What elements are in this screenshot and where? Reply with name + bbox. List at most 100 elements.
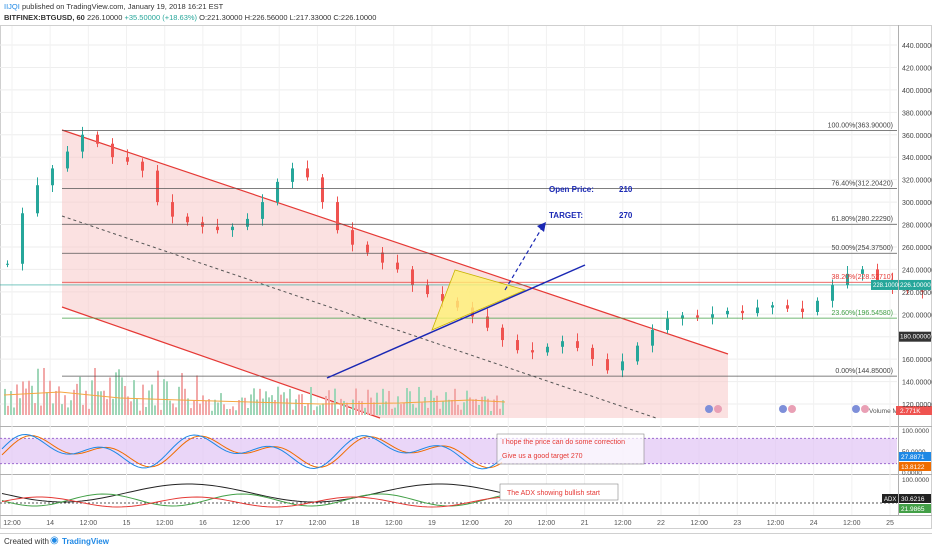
open-price-label: Open Price: (549, 185, 594, 194)
volume-bar (34, 403, 36, 415)
footer: Created with ◉ TradingView (0, 533, 932, 550)
volume-bar (97, 391, 99, 415)
volume-bar (304, 405, 306, 415)
volume-bar (61, 404, 63, 415)
volume-bar (127, 396, 129, 415)
event-marker-icon (861, 405, 869, 413)
tradingview-logo-icon: ◉ (50, 535, 59, 546)
time-tick-label: 19 (428, 520, 436, 527)
time-tick-label: 12:00 (843, 520, 861, 527)
volume-bar (403, 402, 405, 415)
candle-body (561, 341, 564, 347)
volume-bar (70, 400, 72, 415)
volume-bar (190, 408, 192, 415)
volume-bar (178, 386, 180, 415)
volume-bar (163, 379, 165, 415)
candle-body (381, 252, 384, 263)
volume-bar (478, 404, 480, 415)
time-tick-label: 12:00 (156, 520, 174, 527)
volume-bar (481, 396, 483, 415)
price-tick-label: 140.00000 (902, 380, 932, 387)
price-axis: 440.00000 420.00000 400.00000 380.00000 360.… (871, 43, 932, 513)
time-tick-label: 12:00 (614, 520, 632, 527)
volume-bar (289, 388, 291, 415)
volume-bar (268, 397, 270, 415)
volume-bar (64, 395, 66, 415)
volume-bar (73, 389, 75, 415)
candle-body (411, 269, 414, 286)
volume-bar (328, 390, 330, 415)
volume-bar (262, 398, 264, 415)
candle-body (681, 315, 684, 319)
candle-body (651, 329, 654, 346)
stoch-d-line (1, 435, 503, 469)
created-with-label: Created with (4, 537, 49, 546)
stoch-d-tag-bg (899, 462, 931, 471)
volume-bar (448, 399, 450, 415)
volume-bar (205, 400, 207, 415)
candle-body (246, 218, 249, 227)
volume-bar (55, 390, 57, 415)
volume-bar (469, 397, 471, 415)
adx-note: The ADX showing bullish start (507, 490, 600, 497)
adx-line (1, 483, 503, 503)
price-tick-label: 400.00000 (902, 88, 932, 95)
volume-bar (244, 397, 246, 415)
last-price: 226.10000 (86, 13, 123, 22)
volume-bar (424, 397, 426, 415)
author-link[interactable]: IIJQI (4, 2, 20, 11)
volume-bar (286, 398, 288, 415)
candle-body (336, 202, 339, 231)
price-tick-label: 220.00000 (902, 290, 932, 297)
volume-bar (346, 402, 348, 415)
candle-body (606, 359, 609, 371)
volume-bar (199, 403, 201, 415)
candle-body (366, 244, 369, 253)
volume-bar (436, 395, 438, 415)
time-tick-label: 12:00 (690, 520, 708, 527)
volume-bar (112, 398, 114, 415)
volume-bar (412, 404, 414, 415)
volume-bar (397, 396, 399, 415)
price-tick-label: 160.00000 (902, 357, 932, 364)
candle-body (846, 273, 849, 286)
volume-bar (349, 409, 351, 415)
volume-bar (175, 407, 177, 415)
volume-bar (196, 375, 198, 415)
candle-body (426, 285, 429, 295)
volume-bar (256, 399, 258, 415)
volume-bar (94, 368, 96, 415)
volume-bar (235, 410, 237, 415)
volume-bar (325, 396, 327, 415)
candle-body (741, 310, 744, 314)
fib-level-label: 76.40%(312.20420) (832, 180, 894, 187)
volume-bar (490, 410, 492, 415)
fib-level-label: 100.00%(363.90000) (828, 122, 893, 129)
volume-bar (193, 400, 195, 415)
candle-body (756, 307, 759, 314)
candle-body (876, 269, 879, 281)
volume-bar (502, 400, 504, 415)
di-value-tag-bg (899, 504, 931, 513)
candle-body (771, 305, 774, 308)
volume-bar (445, 392, 447, 415)
volume-bar (37, 368, 39, 415)
volume-bar (166, 381, 168, 415)
volume-bar (475, 398, 477, 415)
event-marker-icon (788, 405, 796, 413)
level-tag-bg (899, 331, 931, 342)
candle-body (396, 262, 399, 270)
volume-bar (40, 405, 42, 415)
candle-body (666, 318, 669, 330)
volume-bar (364, 407, 366, 415)
stoch-k-tag: 27.8871 (901, 454, 925, 461)
candle-body (36, 185, 39, 214)
chart-canvas[interactable]: 100.00%(363.90000) 76.40%(312.20420) 61.80… (0, 24, 932, 534)
adx-note-box (499, 483, 619, 501)
candle-body (21, 213, 24, 264)
volume-bar (370, 397, 372, 415)
volume-bar (169, 400, 171, 415)
target-label: TARGET: (549, 211, 583, 220)
tradingview-brand[interactable]: TradingView (62, 537, 109, 546)
volume-bar (172, 403, 174, 415)
